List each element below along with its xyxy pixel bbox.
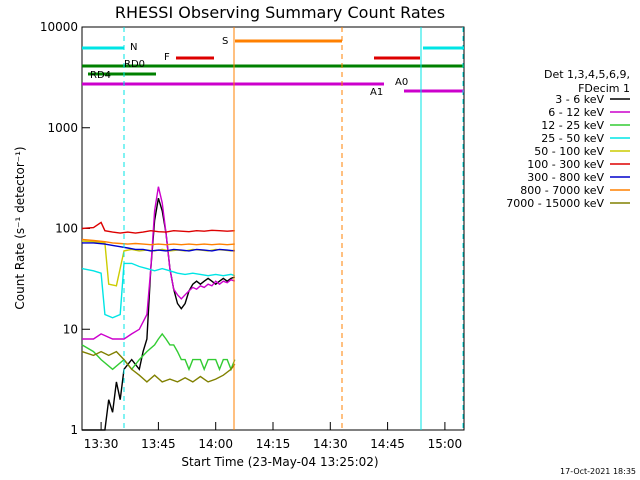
- legend-entry-label: 12 - 25 keV: [541, 119, 604, 132]
- x-tick-label: 13:30: [84, 437, 119, 451]
- series-line: [81, 240, 235, 287]
- annotation-rd4: RD4: [90, 70, 111, 81]
- legend-entry-label: 50 - 100 keV: [534, 145, 604, 158]
- annotation-rd0: RD0: [124, 59, 145, 70]
- series-line: [81, 262, 236, 319]
- legend-entry-label: 3 - 6 keV: [555, 93, 604, 106]
- x-tick-label: 14:45: [370, 437, 405, 451]
- series-line: [81, 238, 235, 246]
- legend-header-line-2: FDecim 1: [578, 82, 630, 95]
- legend-entry-label: 7000 - 15000 keV: [506, 197, 604, 210]
- y-tick-label: 100: [55, 222, 78, 236]
- tick-layer: 13:30 13:45 14:00 14:15 14:30 14:45 15:00 1 10 10…: [40, 20, 462, 451]
- annotation-f: F: [164, 52, 170, 63]
- x-tick-label: 15:00: [428, 437, 463, 451]
- annotation-layer: RD0 RD4 N F S A1 A0: [82, 27, 464, 430]
- y-tick-label: 10: [63, 322, 78, 336]
- legend-entry-label: 6 - 12 keV: [548, 106, 604, 119]
- legend-entry-label: 100 - 300 keV: [527, 158, 604, 171]
- x-tick-label: 14:00: [198, 437, 233, 451]
- annotation-s: S: [222, 36, 228, 47]
- legend-entry-label: 25 - 50 keV: [541, 132, 604, 145]
- x-tick-label: 13:45: [141, 437, 176, 451]
- y-tick-label: 1: [70, 423, 78, 437]
- legend-header-line-1: Det 1,3,4,5,6,9,: [544, 68, 630, 81]
- x-tick-label: 14:15: [256, 437, 291, 451]
- footer-date: 17-Oct-2021 18:35: [560, 467, 636, 476]
- series-line: [81, 221, 235, 234]
- legend-entry-label: 300 - 800 keV: [527, 171, 604, 184]
- series-layer: [81, 186, 236, 431]
- annotation-a1: A1: [370, 87, 383, 98]
- y-tick-label: 1000: [47, 121, 78, 135]
- series-line: [81, 350, 236, 383]
- y-tick-label: 10000: [40, 20, 78, 34]
- annotation-n: N: [130, 42, 137, 53]
- series-line: [82, 242, 235, 252]
- x-axis-label: Start Time (23-May-04 13:25:02): [181, 455, 378, 469]
- y-axis-label: Count Rate (s⁻¹ detector⁻¹): [13, 146, 27, 309]
- x-tick-label: 14:30: [313, 437, 348, 451]
- chart-title: RHESSI Observing Summary Count Rates: [115, 3, 445, 22]
- annotation-a0: A0: [395, 77, 408, 88]
- legend-entry-label: 800 - 7000 keV: [520, 184, 604, 197]
- series-line: [82, 186, 236, 340]
